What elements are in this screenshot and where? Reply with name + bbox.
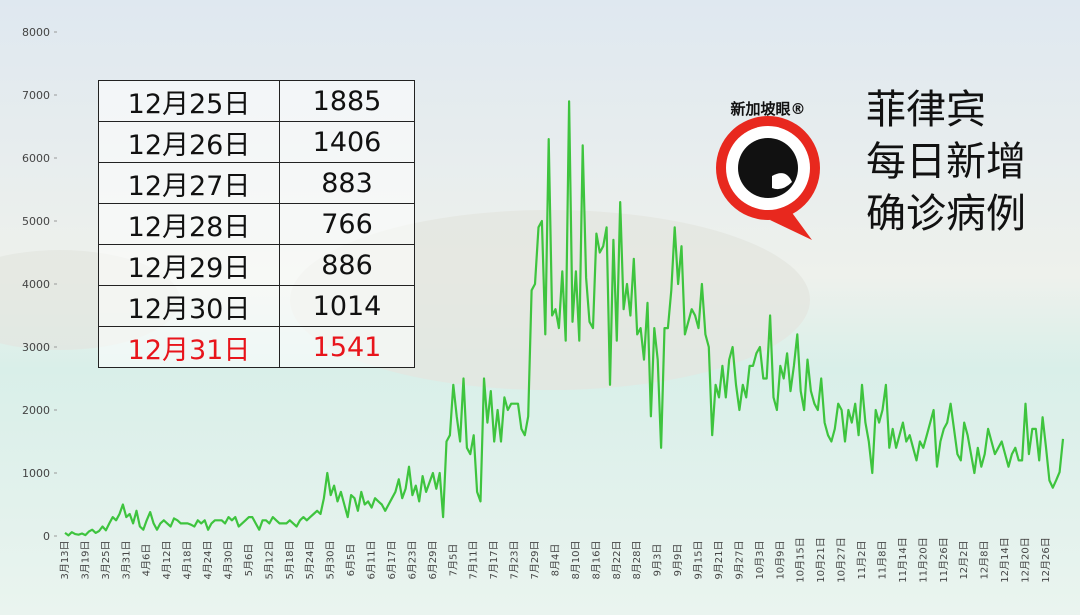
x-tick-label: 11月20日 bbox=[917, 537, 929, 582]
date-cell: 12月25日 bbox=[98, 80, 280, 122]
x-tick-label: 5月6日 bbox=[243, 544, 255, 577]
x-tick-label: 5月30日 bbox=[325, 540, 337, 579]
x-tick-label: 12月26日 bbox=[1040, 537, 1052, 582]
x-tick-label: 8月4日 bbox=[549, 544, 561, 577]
chart-title: 菲律宾 每日新增 确诊病例 bbox=[866, 87, 1026, 237]
x-tick-label: 7月29日 bbox=[529, 540, 541, 579]
table-row: 12月31日 1541 bbox=[98, 326, 415, 368]
x-tick-label: 4月12日 bbox=[161, 540, 173, 579]
date-cell: 12月31日 bbox=[98, 326, 280, 368]
y-tick-label: 7000 bbox=[22, 89, 50, 102]
y-tick-label: 1000 bbox=[22, 467, 50, 480]
x-tick-label: 4月18日 bbox=[182, 540, 194, 579]
x-tick-label: 12月2日 bbox=[958, 540, 970, 579]
x-tick-label: 12月14日 bbox=[999, 537, 1011, 582]
logo: 新加坡眼® bbox=[716, 100, 820, 240]
x-tick-label: 8月22日 bbox=[611, 540, 623, 579]
x-tick-label: 10月9日 bbox=[774, 540, 786, 579]
count-cell: 886 bbox=[279, 244, 415, 286]
x-tick-label: 3月19日 bbox=[79, 540, 91, 579]
x-tick-label: 7月11日 bbox=[468, 540, 480, 579]
x-tick-label: 10月15日 bbox=[795, 537, 807, 582]
table-row: 12月28日 766 bbox=[98, 203, 415, 245]
logo-highlight bbox=[772, 173, 792, 190]
x-tick-label: 4月24日 bbox=[202, 540, 214, 579]
y-tick-label: 6000 bbox=[22, 152, 50, 165]
date-cell: 12月29日 bbox=[98, 244, 280, 286]
x-tick-label: 11月2日 bbox=[856, 540, 868, 579]
count-cell: 1406 bbox=[279, 121, 415, 163]
date-cell: 12月28日 bbox=[98, 203, 280, 245]
x-tick-label: 8月28日 bbox=[631, 540, 643, 579]
table-row: 12月29日 886 bbox=[98, 244, 415, 286]
date-cell: 12月27日 bbox=[98, 162, 280, 204]
x-tick-label: 6月17日 bbox=[386, 540, 398, 579]
y-tick-label: 5000 bbox=[22, 215, 50, 228]
y-tick-label: 4000 bbox=[22, 278, 50, 291]
x-tick-label: 6月29日 bbox=[427, 540, 439, 579]
x-tick-label: 9月9日 bbox=[672, 544, 684, 577]
logo-tail bbox=[770, 210, 812, 240]
x-tick-label: 6月5日 bbox=[345, 544, 357, 577]
x-tick-label: 7月5日 bbox=[447, 544, 459, 577]
x-tick-label: 6月11日 bbox=[366, 540, 378, 579]
x-tick-label: 10月21日 bbox=[815, 537, 827, 582]
x-tick-label: 7月17日 bbox=[488, 540, 500, 579]
x-tick-label: 3月25日 bbox=[100, 540, 112, 579]
x-tick-label: 12月8日 bbox=[979, 540, 991, 579]
y-tick-label: 8000 bbox=[22, 26, 50, 39]
count-cell: 1541 bbox=[279, 326, 415, 368]
table-row: 12月25日 1885 bbox=[98, 80, 415, 122]
x-tick-label: 7月23日 bbox=[509, 540, 521, 579]
x-tick-label: 3月13日 bbox=[59, 540, 71, 579]
x-tick-label: 12月20日 bbox=[1020, 537, 1032, 582]
x-tick-label: 9月27日 bbox=[733, 540, 745, 579]
date-cell: 12月26日 bbox=[98, 121, 280, 163]
count-cell: 1014 bbox=[279, 285, 415, 327]
table-row: 12月30日 1014 bbox=[98, 285, 415, 327]
x-tick-label: 9月3日 bbox=[652, 544, 664, 577]
x-tick-label: 11月8日 bbox=[876, 540, 888, 579]
x-tick-label: 3月31日 bbox=[120, 540, 132, 579]
table-row: 12月26日 1406 bbox=[98, 121, 415, 163]
x-tick-label: 9月15日 bbox=[693, 540, 705, 579]
x-tick-label: 5月12日 bbox=[263, 540, 275, 579]
x-tick-label: 6月23日 bbox=[406, 540, 418, 579]
x-tick-label: 8月16日 bbox=[590, 540, 602, 579]
x-tick-label: 10月27日 bbox=[836, 537, 848, 582]
x-tick-label: 4月30日 bbox=[222, 540, 234, 579]
x-tick-label: 4月6日 bbox=[141, 544, 153, 577]
x-tick-label: 11月26日 bbox=[938, 537, 950, 582]
x-tick-label: 8月10日 bbox=[570, 540, 582, 579]
logo-text: 新加坡眼® bbox=[730, 100, 805, 118]
table-row: 12月27日 883 bbox=[98, 162, 415, 204]
y-tick-label: 2000 bbox=[22, 404, 50, 417]
date-cell: 12月30日 bbox=[98, 285, 280, 327]
count-cell: 1885 bbox=[279, 80, 415, 122]
recent-table: 12月25日 1885 12月26日 1406 12月27日 883 12月28日 766 12… bbox=[98, 80, 415, 368]
x-tick-label: 11月14日 bbox=[897, 537, 909, 582]
logo-pupil bbox=[738, 138, 798, 198]
y-tick-label: 0 bbox=[43, 530, 50, 543]
x-tick-label: 5月18日 bbox=[284, 540, 296, 579]
line bbox=[64, 100, 1065, 537]
count-cell: 883 bbox=[279, 162, 415, 204]
count-cell: 766 bbox=[279, 203, 415, 245]
x-tick-label: 5月24日 bbox=[304, 540, 316, 579]
y-tick-label: 3000 bbox=[22, 341, 50, 354]
x-tick-label: 9月21日 bbox=[713, 540, 725, 579]
x-tick-label: 10月3日 bbox=[754, 540, 766, 579]
